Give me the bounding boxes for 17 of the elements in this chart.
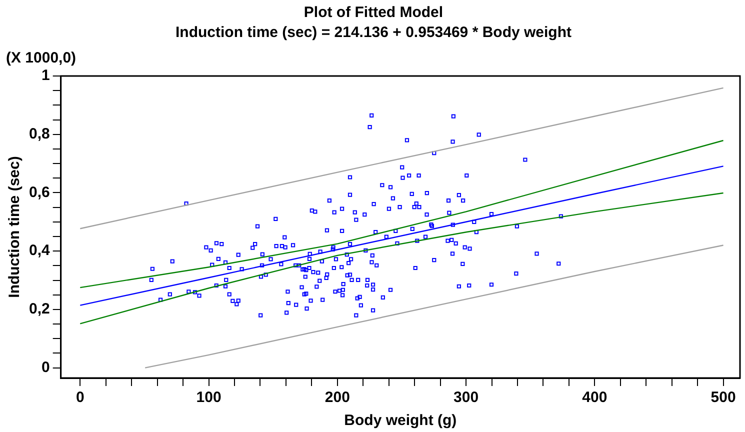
y-tick-label: 1	[42, 67, 50, 84]
x-tick-label: 0	[76, 389, 84, 406]
y-tick-label: 0,8	[28, 126, 50, 142]
chart-title: Plot of Fitted Model	[304, 4, 444, 22]
chart-subtitle: Induction time (sec) = 214.136 + 0.953469 * Body weight	[176, 24, 572, 42]
text: (X 1000,0)	[6, 50, 76, 67]
y-tick-label: 0,2	[28, 300, 50, 318]
y-tick-label: 0	[42, 358, 50, 376]
x-axis-title: Body weight (g)	[344, 412, 457, 430]
y-tick-label: 0,6	[28, 184, 50, 201]
x-tick-label: 200	[324, 389, 350, 406]
x-tick-label: 400	[582, 389, 608, 406]
y-axis-title: Induction time (sec)	[6, 156, 24, 298]
x-tick-label: 500	[710, 389, 736, 406]
x-tick-label: 300	[454, 389, 479, 406]
x-tick-label: 100	[196, 389, 222, 406]
y-tick-label: 0,4	[28, 242, 50, 260]
